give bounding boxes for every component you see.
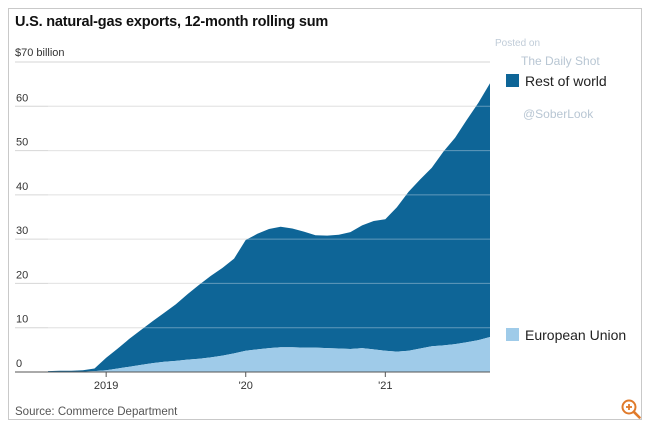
y-tick-label: 20: [16, 269, 28, 281]
axes: 0 10 20 30 40 50 60 2019 '20 '21: [15, 92, 490, 392]
series-area-european-union: [48, 337, 490, 372]
x-tick-label: 2019: [94, 380, 118, 392]
watermark-publisher: The Daily Shot: [521, 54, 600, 68]
legend: Rest of world European Union: [506, 73, 626, 343]
watermark-handle: @SoberLook: [523, 107, 594, 121]
area-layer: [48, 83, 490, 372]
legend-swatch: [506, 74, 519, 87]
legend-rest-of-world: Rest of world: [506, 73, 607, 89]
y-tick-label: 40: [16, 181, 28, 193]
series-area-rest-of-world: [48, 83, 490, 372]
y-axis-top-label: $70 billion: [15, 47, 65, 59]
y-tick-label: 30: [16, 225, 28, 237]
legend-label: Rest of world: [525, 73, 607, 89]
zoom-in-icon[interactable]: [620, 398, 642, 420]
x-tick-label: '20: [239, 380, 253, 392]
y-tick-label: 60: [16, 92, 28, 104]
legend-swatch: [506, 328, 519, 341]
watermark-posted-on: Posted on: [495, 38, 541, 49]
chart-title: U.S. natural-gas exports, 12-month rolli…: [15, 14, 329, 30]
legend-european-union: European Union: [506, 327, 626, 343]
y-tick-label: 50: [16, 137, 28, 149]
y-tick-label: 0: [16, 358, 22, 370]
y-tick-label: 10: [16, 314, 28, 326]
x-tick-label: '21: [378, 380, 392, 392]
legend-label: European Union: [525, 327, 626, 343]
source-note: Source: Commerce Department: [15, 406, 178, 418]
